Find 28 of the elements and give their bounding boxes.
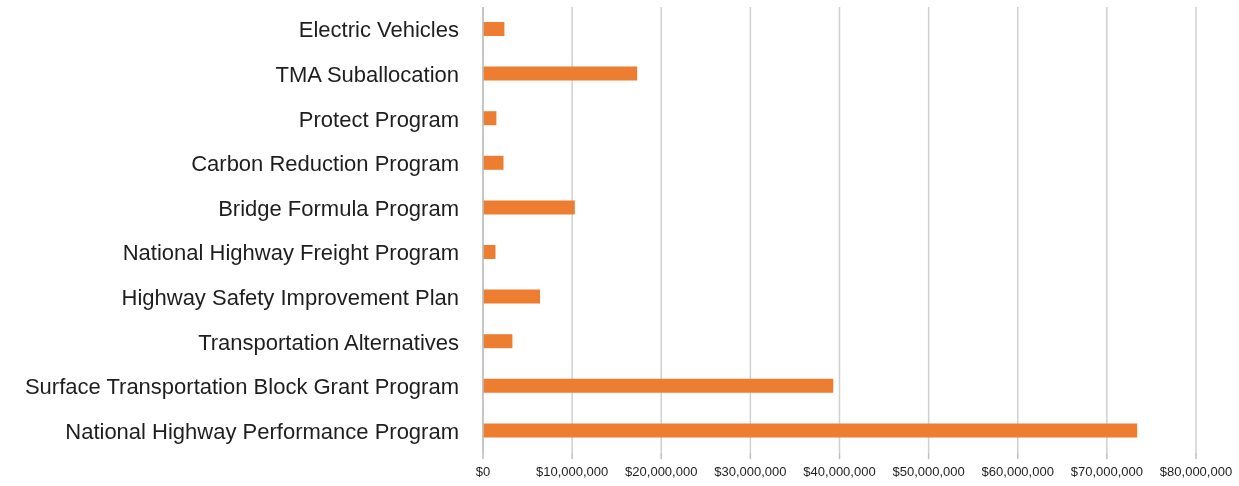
y-tick-label: Transportation Alternatives <box>198 329 459 354</box>
bar <box>483 22 505 36</box>
y-tick-label: Bridge Formula Program <box>218 195 459 221</box>
x-tick-label: $10,000,000 <box>535 464 609 480</box>
y-tick-label: National Highway Freight Program <box>122 239 459 265</box>
x-tick-label: $50,000,000 <box>892 464 965 480</box>
bar <box>483 66 638 81</box>
y-tick-label: National Highway Performance Program <box>65 418 459 444</box>
bar <box>483 334 513 349</box>
y-tick-label: Electric Vehicles <box>298 16 459 42</box>
y-tick-label: Carbon Reduction Program <box>191 150 459 176</box>
x-tick-label: $70,000,000 <box>1070 464 1144 480</box>
bar <box>483 289 541 304</box>
x-tick-label: $30,000,000 <box>714 464 787 480</box>
y-tick-label: TMA Suballocation <box>275 61 459 87</box>
bar <box>483 378 834 393</box>
x-tick-label: $40,000,000 <box>803 464 876 480</box>
bar <box>483 155 504 170</box>
y-tick-label: Surface Transportation Block Grant Program <box>24 373 459 399</box>
y-tick-label: Highway Safety Improvement Plan <box>121 284 459 310</box>
x-tick-label: $0 <box>475 464 491 480</box>
x-tick-label: $80,000,000 <box>1159 464 1233 480</box>
x-tick-label: $20,000,000 <box>625 464 698 480</box>
bar <box>483 200 575 215</box>
y-tick-label: Protect Program <box>298 106 459 131</box>
x-tick-label: $60,000,000 <box>981 464 1054 480</box>
bar <box>483 423 1138 438</box>
bar <box>483 111 497 126</box>
